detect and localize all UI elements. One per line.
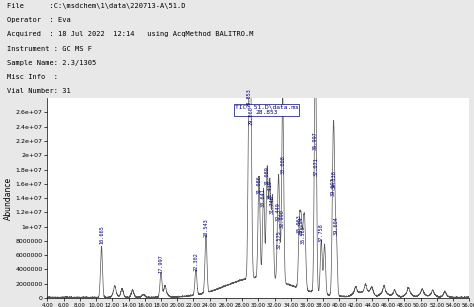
Text: Acquired  : 18 Jul 2022  12:14   using AcqMethod BALITRO.M: Acquired : 18 Jul 2022 12:14 using AcqMe… [7, 31, 254, 37]
Text: 39.197: 39.197 [330, 177, 336, 196]
Text: Misc Info  :: Misc Info : [7, 74, 58, 80]
Text: 37.758: 37.758 [319, 223, 324, 242]
Text: 35.063: 35.063 [297, 214, 302, 233]
Text: 31.089: 31.089 [264, 166, 270, 185]
Text: 29.060: 29.060 [248, 106, 253, 125]
Text: 32.575: 32.575 [277, 231, 282, 249]
Text: 32.990: 32.990 [280, 209, 285, 228]
Text: 23.543: 23.543 [203, 219, 209, 237]
Text: 35.568: 35.568 [301, 226, 306, 244]
Text: 31.419: 31.419 [267, 181, 273, 200]
Text: 33.008: 33.008 [280, 156, 285, 174]
Text: 10.665: 10.665 [99, 226, 104, 244]
Text: 32.449: 32.449 [276, 202, 281, 221]
Text: 37.071: 37.071 [313, 157, 318, 176]
Text: 30.641: 30.641 [261, 188, 266, 207]
Text: 39.338: 39.338 [332, 170, 337, 189]
Text: 28.853: 28.853 [246, 88, 252, 107]
Text: File      :C:\msdchem\1\data\220713-A\51.D: File :C:\msdchem\1\data\220713-A\51.D [7, 3, 186, 9]
Text: Operator  : Eva: Operator : Eva [7, 17, 71, 23]
Text: 22.302: 22.302 [193, 252, 199, 271]
Text: 31.746: 31.746 [270, 195, 275, 214]
Text: 31.086: 31.086 [256, 176, 262, 194]
Text: TIC: 51.D\data.ms
28.853: TIC: 51.D\data.ms 28.853 [235, 104, 299, 115]
Text: Instrument : GC MS F: Instrument : GC MS F [7, 46, 92, 52]
Text: Vial Number: 31: Vial Number: 31 [7, 88, 71, 95]
Text: 39.604: 39.604 [334, 216, 339, 235]
Y-axis label: Abundance: Abundance [3, 177, 12, 220]
Text: 36.997: 36.997 [312, 131, 318, 150]
Text: 35.294: 35.294 [299, 216, 304, 235]
Text: Sample Name: 2.3/1305: Sample Name: 2.3/1305 [7, 60, 96, 66]
Text: 17.997: 17.997 [158, 254, 164, 273]
